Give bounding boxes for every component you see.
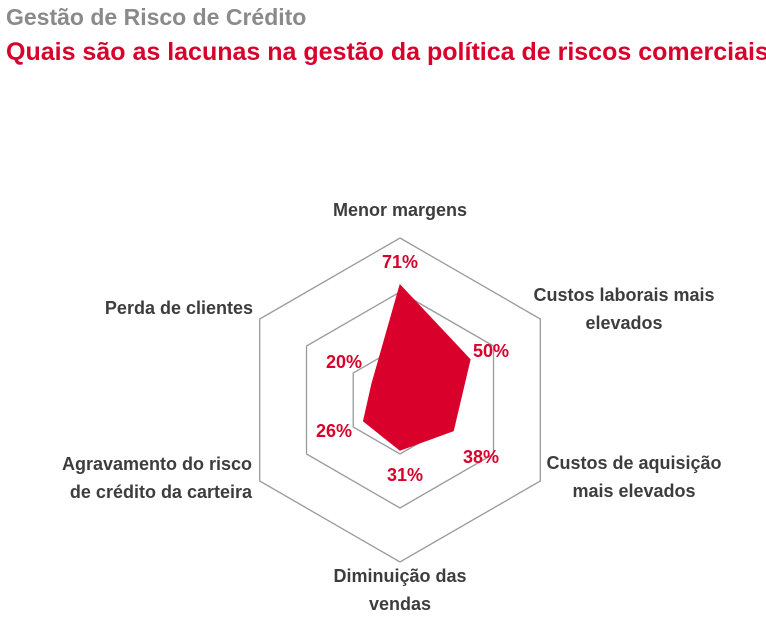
category-label-line: Custos laborais mais — [533, 285, 714, 305]
category-label-line: Agravamento do risco — [62, 454, 252, 474]
value-label: 38% — [463, 447, 499, 467]
grid-ring-2 — [305, 291, 495, 509]
category-label: Menor margens — [333, 200, 467, 220]
category-label-line: elevados — [585, 313, 662, 333]
category-label: Custos laborais mais elevados — [533, 285, 714, 333]
category-label: Agravamento do risco de crédito da cartei… — [62, 454, 253, 502]
category-label-line: vendas — [369, 594, 431, 614]
category-label-line: Custos de aquisição — [546, 453, 721, 473]
value-label: 26% — [316, 421, 352, 441]
category-label-line: de crédito da carteira — [70, 482, 253, 502]
series-area — [362, 284, 471, 451]
value-label: 50% — [473, 341, 509, 361]
axis-labels: Menor margens Custos laborais mais elevado… — [62, 200, 722, 614]
grid-ring-3 — [259, 237, 541, 563]
category-label: Diminuição das vendas — [333, 566, 466, 614]
value-label: 31% — [387, 465, 423, 485]
value-label: 20% — [326, 352, 362, 372]
radar-series — [362, 284, 471, 451]
value-label: 71% — [382, 252, 418, 272]
category-label-line: Perda de clientes — [105, 298, 253, 318]
category-label-line: Diminuição das — [333, 566, 466, 586]
category-label-line: Menor margens — [333, 200, 467, 220]
chart-kicker: Gestão de Risco de Crédito — [6, 4, 307, 30]
category-label: Perda de clientes — [105, 298, 253, 318]
value-labels: 71% 50% 38% 31% 26% 20% — [316, 252, 509, 485]
chart-title: Quais são as lacunas na gestão da políti… — [6, 38, 766, 66]
category-label: Custos de aquisição mais elevados — [546, 453, 721, 501]
category-label-line: mais elevados — [572, 481, 695, 501]
